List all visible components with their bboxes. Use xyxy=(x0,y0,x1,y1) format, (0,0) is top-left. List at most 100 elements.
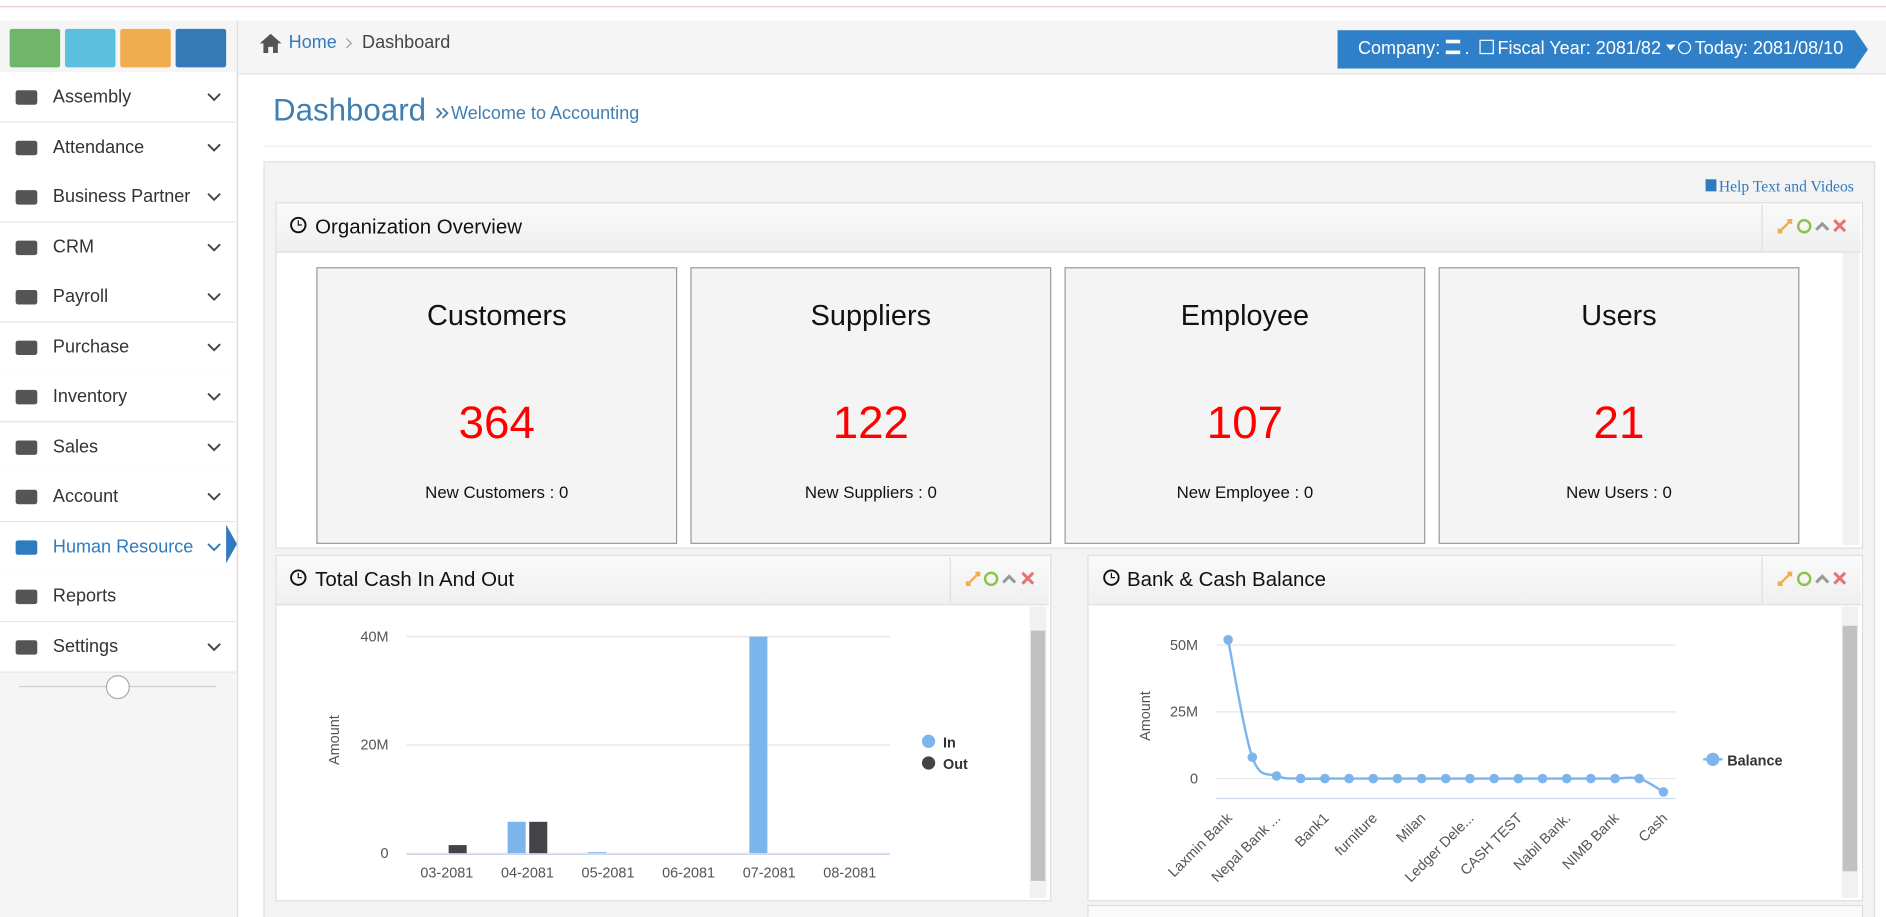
point xyxy=(1320,773,1330,784)
menu-label: Purchase xyxy=(52,336,130,357)
bar xyxy=(749,636,768,854)
point xyxy=(1634,773,1645,784)
bank-icon xyxy=(1445,39,1460,55)
fiscal-year[interactable]: Fiscal Year: 2081/82 xyxy=(1479,39,1676,59)
menu-item[interactable]: Human Resource xyxy=(0,521,236,573)
angle-icon xyxy=(435,107,449,119)
page-title: Dashboard xyxy=(273,91,427,128)
widget-header: Total Cash In And Out xyxy=(276,555,1049,606)
chevron-shape xyxy=(207,93,221,102)
scrollbar[interactable] xyxy=(1842,252,1860,546)
menu-label: CRM xyxy=(52,236,95,257)
home-icon xyxy=(259,33,282,53)
card-count: 107 xyxy=(1206,398,1284,449)
point xyxy=(1416,773,1427,784)
collapse-button[interactable] xyxy=(105,675,130,700)
divider xyxy=(263,145,1873,147)
menu-label: Human Resource xyxy=(52,536,194,557)
legend-symbol xyxy=(921,734,936,748)
scroll-thumb[interactable] xyxy=(1030,630,1046,881)
menu-label: Inventory xyxy=(52,386,128,407)
company[interactable]: Company: . xyxy=(1358,39,1470,59)
point xyxy=(1392,773,1403,784)
point xyxy=(1271,771,1282,781)
scrollbar[interactable] xyxy=(1029,606,1047,898)
menu-item[interactable]: Settings xyxy=(0,621,236,673)
menu-item[interactable]: CRM xyxy=(0,222,236,273)
point xyxy=(1489,773,1499,784)
shortcut-button[interactable] xyxy=(120,28,171,68)
shortcut-button[interactable] xyxy=(9,28,61,68)
widget xyxy=(1087,554,1864,902)
chevron-shape xyxy=(207,442,221,451)
icon-shape xyxy=(15,439,38,455)
x-tick-label: furniture xyxy=(1332,810,1381,859)
card-new: New Suppliers : 0 xyxy=(804,482,937,502)
point xyxy=(1223,634,1233,645)
widget xyxy=(275,554,1052,902)
stat-card: Employee 107 New Employee : 0 xyxy=(1064,267,1426,544)
stat-card: Users 21 New Users : 0 xyxy=(1438,267,1800,544)
menu-item[interactable]: Purchase xyxy=(0,321,236,373)
shortcut-button[interactable] xyxy=(64,28,116,68)
icon-shape xyxy=(15,489,38,505)
widget xyxy=(1087,904,1864,917)
x-tick-label: 08-2081 xyxy=(823,865,876,881)
card-title: Users xyxy=(1581,299,1657,333)
chevron-shape xyxy=(207,642,221,651)
point xyxy=(1537,773,1548,784)
card-new: New Users : 0 xyxy=(1566,482,1672,502)
help-link-text: Help Text and Videos xyxy=(1718,176,1854,195)
menu-item[interactable]: Sales xyxy=(0,421,236,473)
chevron-shape xyxy=(207,292,221,302)
menu-item[interactable]: Payroll xyxy=(0,271,236,323)
chevron-shape xyxy=(207,542,221,551)
shortcut-button[interactable] xyxy=(175,28,227,68)
x-tick-label: Cash xyxy=(1636,810,1671,845)
menu-item[interactable]: Business Partner xyxy=(0,172,236,223)
point xyxy=(1658,787,1669,797)
icon-shape xyxy=(15,140,38,155)
today-text: Today: 2081/08/10 xyxy=(1694,38,1844,59)
legend-symbol xyxy=(1706,752,1720,766)
menu-icon xyxy=(15,539,38,555)
breadcrumb-link[interactable]: Home xyxy=(288,32,337,53)
chevron xyxy=(207,93,221,102)
x-tick-label: 06-2081 xyxy=(662,865,715,881)
chevron-shape xyxy=(207,243,221,252)
scrollbar[interactable] xyxy=(1841,606,1859,898)
icon-shape xyxy=(15,90,38,105)
chevron xyxy=(207,292,221,302)
stat-card: Suppliers 122 New Suppliers : 0 xyxy=(690,267,1052,544)
line xyxy=(1226,639,1665,793)
menu-item[interactable]: Account xyxy=(0,471,236,523)
menu-icon xyxy=(15,589,38,605)
y-tick-label: 25M xyxy=(1170,705,1198,721)
menu-item[interactable]: Inventory xyxy=(0,371,236,423)
bar xyxy=(448,845,467,854)
card-title: Employee xyxy=(1180,299,1310,333)
menu-label: Account xyxy=(52,486,119,507)
widget-title: Organization Overview xyxy=(315,215,522,239)
menu-icon xyxy=(15,190,38,205)
bar xyxy=(507,821,526,854)
menu-item[interactable]: Assembly xyxy=(0,72,236,123)
point xyxy=(1513,773,1524,784)
chevron-shape xyxy=(207,492,221,501)
widget-header: Organization Overview xyxy=(276,203,1861,253)
menu-icon xyxy=(15,639,38,655)
icon-shape xyxy=(15,240,38,255)
help-link[interactable]: Help Text and Videos xyxy=(1705,176,1854,196)
menu-item[interactable]: Reports xyxy=(0,571,236,623)
menu-item[interactable]: Attendance xyxy=(0,122,236,173)
scroll-thumb[interactable] xyxy=(1842,625,1858,872)
point xyxy=(1465,773,1475,784)
stat-card: Customers 364 New Customers : 0 xyxy=(316,267,678,544)
icon-shape xyxy=(15,639,38,655)
company-value: . xyxy=(1464,38,1470,59)
menu-label: Attendance xyxy=(52,136,145,158)
menu-icon xyxy=(15,240,38,255)
legend-label: Balance xyxy=(1727,753,1782,769)
chevron-shape xyxy=(207,392,221,401)
